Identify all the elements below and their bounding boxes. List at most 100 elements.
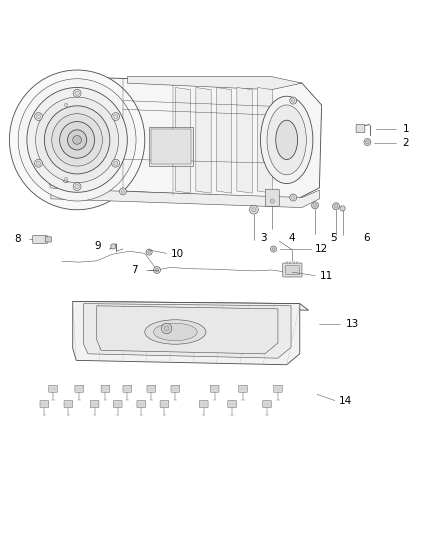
FancyBboxPatch shape (90, 400, 99, 408)
Polygon shape (237, 87, 252, 193)
Polygon shape (196, 87, 211, 193)
Text: 10: 10 (171, 249, 184, 259)
Circle shape (366, 140, 369, 144)
Circle shape (290, 194, 297, 201)
Ellipse shape (10, 70, 145, 210)
Circle shape (340, 206, 345, 211)
Circle shape (155, 268, 159, 272)
FancyBboxPatch shape (286, 265, 299, 274)
Circle shape (311, 202, 318, 209)
Polygon shape (73, 302, 308, 310)
Ellipse shape (18, 79, 136, 201)
Ellipse shape (145, 320, 206, 344)
Ellipse shape (267, 105, 306, 175)
Bar (151, 129, 191, 164)
FancyBboxPatch shape (228, 400, 237, 408)
Text: 13: 13 (346, 319, 359, 329)
FancyBboxPatch shape (45, 237, 51, 242)
Polygon shape (258, 87, 273, 193)
Circle shape (332, 203, 339, 210)
Circle shape (146, 249, 152, 255)
FancyBboxPatch shape (356, 125, 365, 133)
Text: 1: 1 (403, 124, 409, 134)
Circle shape (112, 112, 120, 120)
Polygon shape (84, 304, 291, 358)
FancyBboxPatch shape (101, 385, 110, 392)
Circle shape (111, 244, 116, 249)
Circle shape (120, 188, 127, 195)
FancyBboxPatch shape (113, 400, 122, 408)
Polygon shape (73, 302, 300, 365)
Text: 3: 3 (261, 233, 267, 243)
Circle shape (252, 207, 256, 212)
Circle shape (148, 251, 150, 253)
Text: 5: 5 (330, 233, 337, 243)
Circle shape (121, 190, 125, 193)
Circle shape (271, 246, 277, 252)
Bar (149, 127, 193, 166)
Circle shape (73, 89, 81, 97)
Circle shape (290, 97, 297, 104)
Ellipse shape (44, 106, 110, 174)
Circle shape (291, 196, 295, 199)
Circle shape (35, 112, 42, 120)
Ellipse shape (276, 120, 297, 159)
Circle shape (113, 115, 118, 119)
Circle shape (164, 326, 169, 331)
Text: 11: 11 (319, 271, 333, 281)
Circle shape (35, 159, 42, 167)
Circle shape (291, 99, 295, 102)
Text: 12: 12 (315, 244, 328, 254)
Polygon shape (175, 87, 191, 193)
Polygon shape (97, 306, 278, 354)
FancyBboxPatch shape (49, 385, 57, 392)
FancyBboxPatch shape (137, 400, 146, 408)
Polygon shape (48, 77, 321, 199)
Circle shape (64, 103, 68, 107)
FancyBboxPatch shape (160, 400, 169, 408)
FancyBboxPatch shape (75, 385, 84, 392)
Ellipse shape (73, 135, 81, 144)
Text: 8: 8 (14, 234, 21, 244)
Circle shape (272, 248, 275, 251)
Circle shape (63, 101, 70, 108)
FancyBboxPatch shape (199, 400, 208, 408)
Ellipse shape (60, 122, 95, 158)
Ellipse shape (261, 96, 313, 183)
FancyBboxPatch shape (64, 400, 73, 408)
Text: 14: 14 (339, 395, 352, 406)
Circle shape (153, 266, 160, 273)
Text: 4: 4 (289, 233, 296, 243)
FancyBboxPatch shape (40, 400, 49, 408)
Circle shape (113, 161, 118, 165)
Circle shape (75, 91, 79, 95)
Circle shape (364, 139, 371, 146)
Ellipse shape (27, 87, 127, 192)
Polygon shape (127, 77, 302, 90)
Circle shape (64, 177, 68, 181)
Circle shape (112, 159, 120, 167)
Circle shape (75, 184, 79, 189)
Circle shape (36, 161, 41, 165)
Circle shape (36, 115, 41, 119)
FancyBboxPatch shape (210, 385, 219, 392)
Polygon shape (51, 189, 319, 207)
FancyBboxPatch shape (274, 385, 283, 392)
FancyBboxPatch shape (123, 385, 132, 392)
Polygon shape (48, 159, 84, 190)
Polygon shape (216, 87, 232, 193)
FancyBboxPatch shape (265, 189, 279, 206)
Circle shape (63, 176, 70, 183)
Text: 7: 7 (131, 265, 138, 275)
Circle shape (250, 205, 258, 214)
FancyBboxPatch shape (32, 236, 47, 244)
Ellipse shape (67, 130, 87, 150)
FancyBboxPatch shape (147, 385, 155, 392)
Circle shape (270, 199, 275, 203)
Circle shape (161, 323, 172, 334)
Text: 6: 6 (363, 233, 370, 243)
Text: 2: 2 (403, 139, 409, 148)
FancyBboxPatch shape (171, 385, 180, 392)
Ellipse shape (35, 97, 119, 183)
Circle shape (334, 205, 338, 208)
